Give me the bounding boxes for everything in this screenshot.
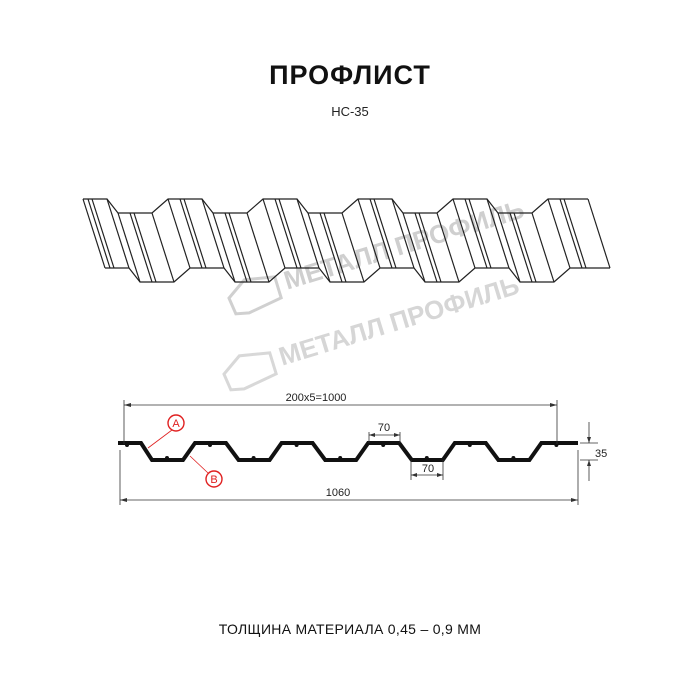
sheet-fold-line xyxy=(587,198,611,269)
stiffener-bump xyxy=(125,443,129,447)
stiffener-bump xyxy=(165,456,169,460)
sheet-fold-line xyxy=(82,198,106,269)
sheet-groove-line xyxy=(133,212,157,283)
sheet-fold-line xyxy=(201,198,225,269)
marker-b-label: B xyxy=(210,474,217,486)
sheet-top-edge xyxy=(83,198,588,214)
marker-a: A xyxy=(147,414,185,449)
sheet-groove-line xyxy=(129,212,153,283)
watermark-logo-icon xyxy=(222,351,278,392)
dim-label-bottom-flat: 70 xyxy=(422,463,434,475)
profile-line xyxy=(118,441,578,462)
sheet-fold-line xyxy=(307,212,331,283)
sheet-groove-line xyxy=(464,198,488,269)
sheet-fold-line xyxy=(391,198,415,269)
sheet-bottom-edge xyxy=(105,267,610,283)
sheet-groove-line xyxy=(373,198,397,269)
dimension-lines xyxy=(119,400,598,505)
marker-a-label: A xyxy=(172,418,180,430)
sheet-fold-line xyxy=(486,198,510,269)
sheet-groove-line xyxy=(563,198,587,269)
stiffener-bump xyxy=(294,443,299,447)
sheet-groove-line xyxy=(369,198,393,269)
material-thickness: ТОЛЩИНА МАТЕРИАЛА 0,45 – 0,9 ММ xyxy=(218,621,482,637)
sheet-groove-line xyxy=(228,212,252,283)
sheet-fold-line xyxy=(151,212,175,283)
sheet-groove-line xyxy=(274,198,298,269)
sheet-groove-line xyxy=(278,198,302,269)
sheet-fold-line xyxy=(402,212,426,283)
sheet-fold-line xyxy=(547,198,571,269)
sheet-groove-line xyxy=(468,198,492,269)
profile-cross-section xyxy=(118,441,578,462)
sheet-fold-line xyxy=(341,212,365,283)
stiffener-bump xyxy=(467,443,472,447)
sheet-groove-line xyxy=(513,212,537,283)
watermark-logo-icon xyxy=(227,275,283,316)
sheet-fold-line xyxy=(212,212,236,283)
stiffener-bump xyxy=(338,456,343,460)
sheet-fold-line xyxy=(106,198,130,269)
sheet-3d-view xyxy=(82,198,611,283)
dim-label-height: 35 xyxy=(595,448,607,460)
sheet-groove-line xyxy=(183,198,207,269)
page-title: ПРОФЛИСТ xyxy=(269,60,431,90)
sheet-groove-line xyxy=(559,198,583,269)
sheet-groove-line xyxy=(319,212,343,283)
sheet-groove-line xyxy=(87,198,111,269)
sheet-fold-line xyxy=(262,198,286,269)
marker-b: B xyxy=(189,455,223,488)
stiffener-bump xyxy=(511,456,516,460)
sheet-groove-line xyxy=(418,212,442,283)
model-code: НС-35 xyxy=(331,104,369,119)
sheet-groove-line xyxy=(224,212,248,283)
sheet-fold-line xyxy=(357,198,381,269)
sheet-groove-line xyxy=(323,212,347,283)
sheet-fold-line xyxy=(117,212,141,283)
dim-label-overall: 1060 xyxy=(326,487,350,499)
dim-label-pitch: 200x5=1000 xyxy=(286,392,347,404)
sheet-groove-line xyxy=(179,198,203,269)
sheet-groove-line xyxy=(414,212,438,283)
sheet-fold-line xyxy=(296,198,320,269)
sheet-fold-line xyxy=(497,212,521,283)
sheet-fold-line xyxy=(436,212,460,283)
watermark-lower: МЕТАЛЛ ПРОФИЛЬ xyxy=(222,270,523,392)
sheet-fold-line xyxy=(167,198,191,269)
stiffener-bump xyxy=(424,456,429,460)
sheet-fold-line xyxy=(246,212,270,283)
dim-label-top-flat: 70 xyxy=(378,422,390,434)
stiffener-bump xyxy=(381,443,386,447)
dimension-arrows xyxy=(120,403,591,502)
sheet-groove-line xyxy=(509,212,533,283)
sheet-fold-line xyxy=(531,212,555,283)
sheet-fold-line xyxy=(452,198,476,269)
sheet-groove-line xyxy=(91,198,115,269)
stiffener-bump xyxy=(251,456,256,460)
stiffener-bump xyxy=(554,443,559,447)
stiffener-bump xyxy=(208,443,212,447)
